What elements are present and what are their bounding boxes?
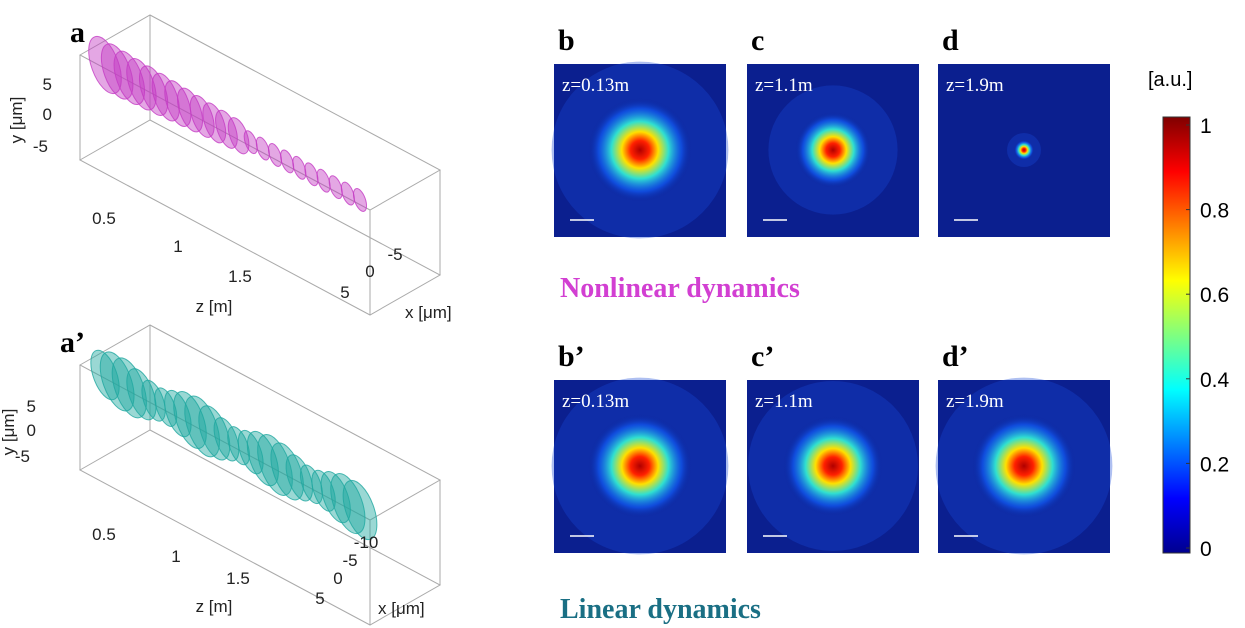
z-position: z=0.13m	[562, 391, 629, 412]
z-position: z=1.9m	[946, 391, 1004, 412]
beam-spot	[795, 112, 871, 188]
x-axis-label: x [μm]	[378, 599, 425, 618]
x-tick-label: 5	[340, 283, 349, 302]
y-tick-label: -5	[33, 137, 48, 156]
y-axis-label: y [μm]	[7, 97, 26, 144]
box-edge	[80, 15, 440, 210]
z-position: z=0.13m	[562, 75, 629, 96]
x-tick-label: 5	[315, 589, 324, 608]
y-tick-label: 5	[27, 397, 36, 416]
z-tick-label: 1.5	[228, 267, 252, 286]
z-tick-label: 0.5	[92, 209, 116, 228]
beam-spot	[588, 414, 692, 518]
panel-label: b’	[558, 340, 585, 373]
x-tick-label: 0	[365, 262, 374, 281]
panel-label: b	[558, 24, 575, 57]
colorbar-tick-label: 0.4	[1200, 369, 1230, 392]
x-axis-label: x [μm]	[405, 303, 452, 322]
panel-label: c’	[751, 340, 774, 373]
z-position: z=1.1m	[755, 391, 813, 412]
plot-3d	[80, 15, 440, 315]
x-tick-label: 0	[333, 569, 342, 588]
y-tick-label: 0	[27, 421, 36, 440]
colorbar-unit: [a.u.]	[1148, 69, 1192, 91]
colorbar-tick-label: 0	[1200, 538, 1212, 561]
beam-spot	[588, 98, 692, 202]
colorbar-tick-label: 0.8	[1200, 200, 1229, 223]
y-tick-label: 0	[43, 105, 52, 124]
z-position: z=1.9m	[946, 75, 1004, 96]
z-tick-label: 1	[171, 547, 180, 566]
y-axis-label: y [μm]	[0, 409, 18, 456]
z-tick-label: 1.5	[226, 569, 250, 588]
panel-label: c	[751, 24, 764, 57]
caption: Linear dynamics	[560, 594, 761, 625]
panel-label: a’	[60, 326, 85, 359]
beam-spot	[1014, 140, 1034, 160]
z-position: z=1.1m	[755, 75, 813, 96]
colorbar-tick-label: 0.6	[1200, 284, 1229, 307]
z-tick-label: 0.5	[92, 525, 116, 544]
box-edge	[80, 325, 440, 520]
figure: Nonlinear dynamics Linear dynamics [a.u.…	[0, 0, 1245, 628]
beam-spot	[783, 416, 883, 516]
plot-3d	[80, 325, 440, 625]
colorbar-tick-label: 1	[1200, 115, 1212, 138]
beam-spot	[972, 414, 1076, 518]
colorbar-tick-label: 0.2	[1200, 453, 1229, 476]
caption: Nonlinear dynamics	[560, 273, 800, 304]
x-tick-label: -5	[387, 245, 402, 264]
panel-label: d’	[942, 340, 969, 373]
y-tick-label: 5	[43, 75, 52, 94]
z-axis-label: z [m]	[196, 297, 233, 316]
z-tick-label: 1	[173, 237, 182, 256]
panel-label: d	[942, 24, 959, 57]
panel-label: a	[70, 16, 85, 49]
z-axis-label: z [m]	[196, 597, 233, 616]
x-tick-label: -10	[354, 533, 379, 552]
colorbar	[1163, 117, 1190, 553]
x-tick-label: -5	[342, 551, 357, 570]
